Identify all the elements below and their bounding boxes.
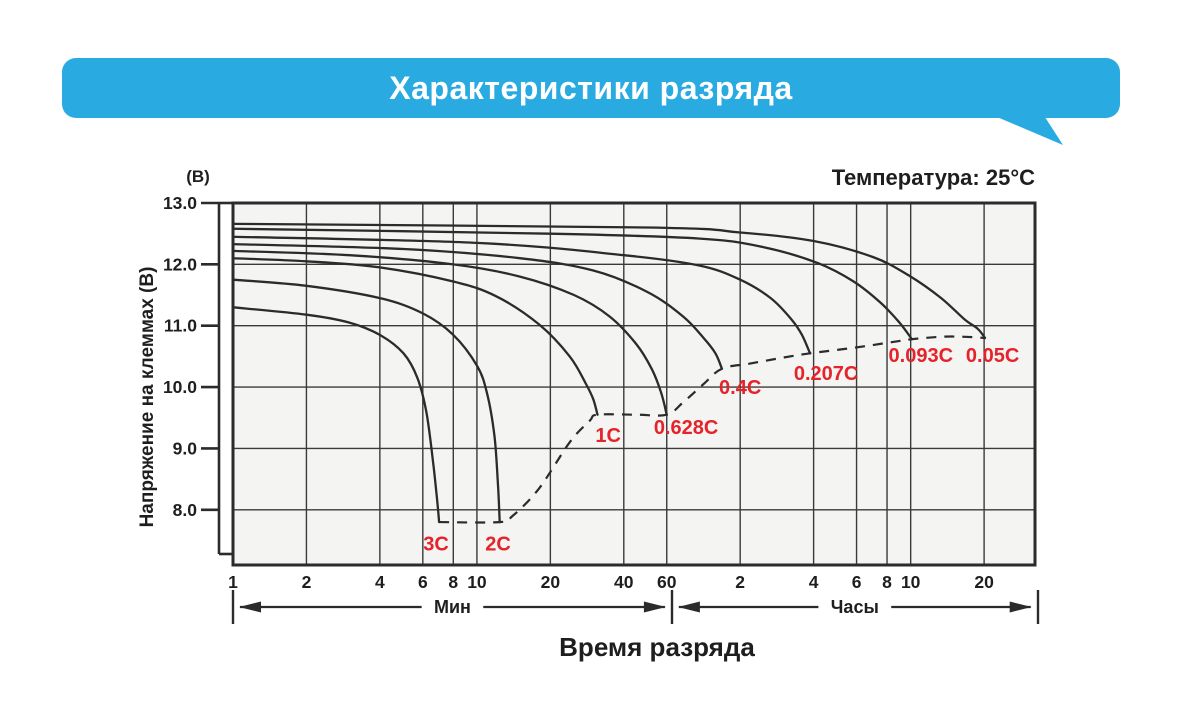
y-tick-labels: 13.0 12.0 11.0 10.0 9.0 8.0 xyxy=(163,193,197,520)
curve-2C xyxy=(231,278,501,524)
y-tick-label: 8.0 xyxy=(173,500,198,520)
cutoff-voltage-line xyxy=(439,335,986,524)
curve-0.05C xyxy=(231,222,987,340)
banner-tail-icon xyxy=(990,114,1063,145)
plot-background xyxy=(233,203,1035,565)
x-tick-label: 2 xyxy=(735,572,745,592)
x-tick-label: 8 xyxy=(448,572,458,592)
x-tick-label: 6 xyxy=(852,572,862,592)
y-tick-label: 12.0 xyxy=(163,254,197,274)
discharge-curves xyxy=(231,222,987,524)
y-tick-label: 10.0 xyxy=(163,377,197,397)
range-label-Мин: Мин xyxy=(434,597,471,617)
series-label-0.093C: 0.093C xyxy=(889,345,954,367)
curve-0.093C xyxy=(231,227,914,341)
curve-0.628C xyxy=(231,249,668,416)
y-tick-label: 11.0 xyxy=(164,316,197,336)
y-axis-unit-label: (В) xyxy=(186,167,210,186)
x-axis-title: Время разряда xyxy=(559,632,755,662)
x-tick-label: 4 xyxy=(375,572,385,592)
x-tick-label: 10 xyxy=(901,572,921,592)
x-tick-label: 20 xyxy=(974,572,994,592)
series-label-1C: 1C xyxy=(595,425,621,447)
plot-frame xyxy=(231,201,1037,567)
x-tick-label: 8 xyxy=(882,572,892,592)
series-label-0.628C: 0.628C xyxy=(654,417,719,439)
arrow-left-icon xyxy=(239,601,261,613)
x-tick-labels: 1 2 4 6 8 10 20 40 60 2 4 6 8 10 20 xyxy=(228,572,994,592)
curve-0.207C xyxy=(231,235,812,355)
range-label-Часы: Часы xyxy=(831,597,879,617)
x-tick-label: 40 xyxy=(614,572,634,592)
y-tick-label: 9.0 xyxy=(173,438,198,458)
arrow-left-icon xyxy=(677,601,700,613)
series-label-2C: 2C xyxy=(485,534,511,556)
x-tick-label: 20 xyxy=(541,572,561,592)
series-label-0.4C: 0.4C xyxy=(719,377,761,399)
x-tick-label: 60 xyxy=(657,572,677,592)
curve-3C xyxy=(231,306,441,524)
y-tick-label: 13.0 xyxy=(163,193,197,213)
curve-1C xyxy=(231,257,599,416)
curve-0.4C xyxy=(231,242,724,370)
series-label-0.207C: 0.207C xyxy=(794,363,859,385)
arrow-right-icon xyxy=(643,601,666,613)
temperature-annotation: Температура: 25°C xyxy=(831,165,1035,190)
series-label-0.05C: 0.05C xyxy=(966,345,1019,367)
x-tick-label: 6 xyxy=(418,572,428,592)
x-tick-label: 10 xyxy=(467,572,487,592)
y-axis xyxy=(201,201,233,556)
series-label-3C: 3C xyxy=(423,534,449,556)
arrow-right-icon xyxy=(1009,601,1032,613)
x-tick-label: 4 xyxy=(809,572,819,592)
title-banner: Характеристики разряда xyxy=(62,58,1120,118)
x-tick-label: 2 xyxy=(302,572,312,592)
page-title: Характеристики разряда xyxy=(389,69,793,106)
x-range-indicators: Мин Часы xyxy=(231,590,1040,624)
x-tick-label: 1 xyxy=(228,572,238,592)
